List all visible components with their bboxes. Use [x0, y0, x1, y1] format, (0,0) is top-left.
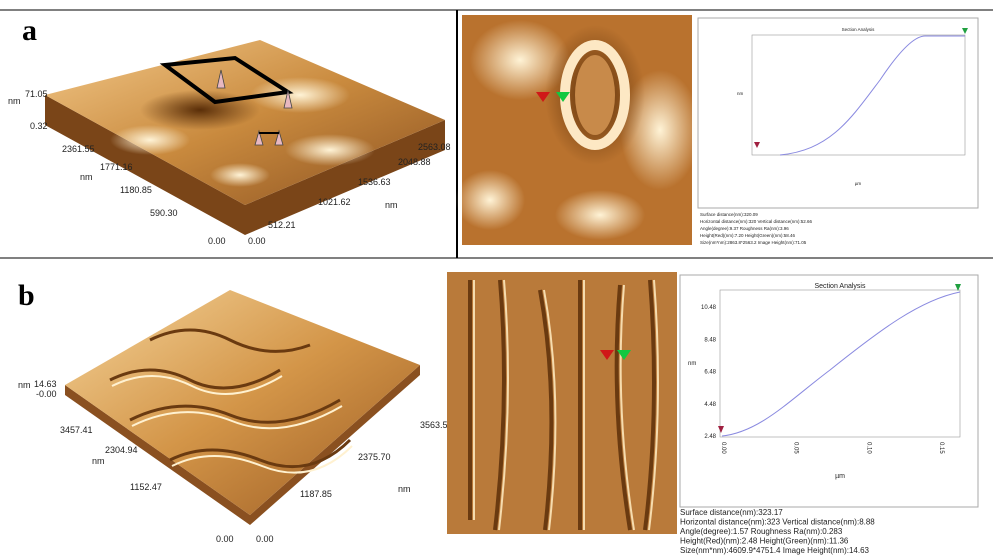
axis-unit: nm — [385, 200, 398, 210]
axis-unit: nm — [80, 172, 93, 182]
stat-line: Surface distance(nm):323.17 — [680, 508, 783, 517]
stat-line: Horizontal distance(nm):323 Vertical dis… — [680, 518, 875, 527]
axis-unit: nm — [92, 456, 105, 466]
y-label: 2361.55 — [62, 144, 95, 154]
x-tick-label: 0.00 — [720, 442, 726, 454]
y-label: 3457.41 — [60, 425, 93, 435]
x-label: 1021.62 — [318, 197, 351, 207]
x-label: 512.21 — [268, 220, 296, 230]
x-label: 1187.85 — [300, 489, 332, 499]
y-label: 0.00 — [208, 236, 226, 246]
figure: a nm 71.05 0.32 2361.55 1771.16 1180.85 … — [0, 0, 993, 558]
y-label: 1152.47 — [130, 482, 162, 492]
axis-unit: µm — [835, 473, 845, 480]
section-plot — [698, 18, 978, 208]
y-label: 590.30 — [150, 208, 178, 218]
stat-line: Horizontal distance(nm):320 Vertical dis… — [700, 219, 813, 224]
afm-image — [455, 15, 700, 245]
axis-unit: nm — [398, 484, 411, 494]
z-label: 0.32 — [30, 121, 48, 131]
surface-3d — [65, 290, 420, 525]
x-label: 2563.08 — [418, 142, 451, 152]
plot-title: Section Analysis — [815, 283, 866, 290]
axis-unit: nm — [688, 361, 696, 367]
stat-line: Height(Red)(nm):2.48 Height(Green)(nm):1… — [680, 537, 849, 546]
x-label: 0.00 — [248, 236, 266, 246]
y-label: 0.00 — [216, 534, 234, 544]
afm-image — [447, 272, 677, 534]
stat-line: Height(Red)(nm):7.20 Height(Green)(nm):5… — [700, 233, 796, 238]
x-label: 0.00 — [256, 534, 274, 544]
stat-line: Angle(degree):1.57 Roughness Ra(nm):0.28… — [680, 527, 843, 536]
x-tick-label: 0.10 — [865, 442, 871, 454]
stat-line: Surface distance(nm):320.09 — [700, 212, 758, 217]
y-tick-label: 6.48 — [704, 370, 716, 376]
z-label: 14.63 — [34, 379, 57, 389]
y-tick-label: 2.48 — [704, 434, 716, 440]
section-plot — [680, 275, 978, 507]
stat-line: Angle(degree):9.37 Roughness Ra(nm):3.96 — [700, 226, 789, 231]
y-tick-label: 8.48 — [704, 337, 716, 343]
panel-label: b — [18, 279, 35, 312]
y-label: 1771.16 — [100, 162, 133, 172]
x-label: 1536.63 — [358, 177, 391, 187]
x-label: 2048.88 — [398, 157, 431, 167]
z-label: -0.00 — [36, 389, 57, 399]
y-label: 2304.94 — [105, 445, 138, 455]
y-tick-label: 10.48 — [701, 305, 717, 311]
axis-unit: nm — [8, 96, 21, 106]
x-label: 2375.70 — [358, 452, 391, 462]
panel-label: a — [22, 14, 37, 47]
axis-unit: µm — [855, 181, 862, 186]
plot-title: Section Analysis — [842, 27, 876, 32]
x-tick-label: 0.15 — [938, 442, 944, 454]
x-tick-label: 0.05 — [793, 442, 799, 454]
stats: Surface distance(nm):320.09 Horizontal di… — [700, 212, 813, 245]
axis-unit: nm — [18, 380, 31, 390]
y-tick-label: 4.48 — [704, 402, 716, 408]
y-label: 1180.85 — [120, 185, 152, 195]
stat-line: Size(nm*nm):4609.9*4751.4 Image Height(n… — [680, 546, 870, 555]
z-label: 71.05 — [25, 89, 48, 99]
stat-line: Size(nm*nm):2863.8*2563.2 Image Height(n… — [700, 240, 807, 245]
axis-unit: nm — [737, 91, 744, 96]
